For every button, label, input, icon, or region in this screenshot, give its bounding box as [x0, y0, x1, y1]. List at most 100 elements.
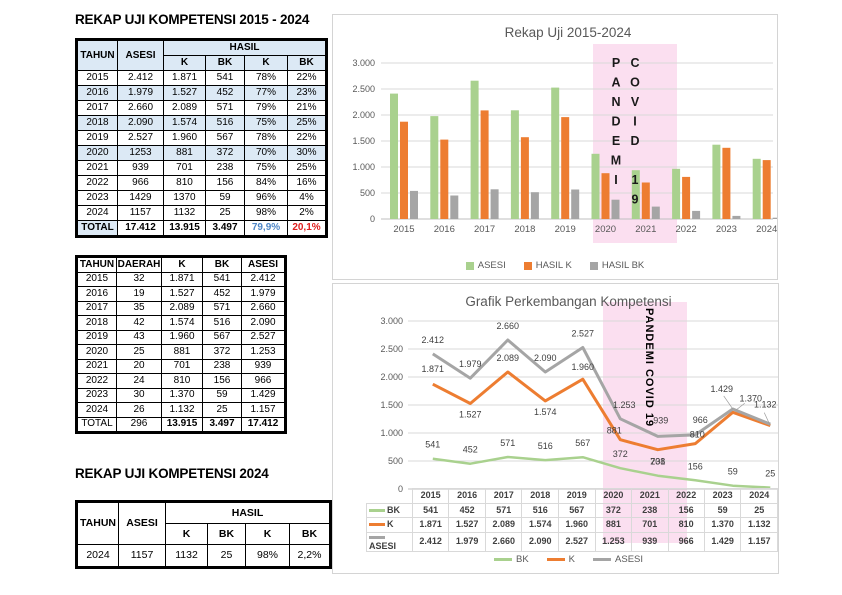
- series-row: BK 541 452 571 516 567 372 238 156 59 25: [366, 502, 778, 518]
- table-row: 2019 43 1.960 567 2.527: [76, 329, 286, 345]
- col-header-bk: BK: [205, 55, 245, 71]
- table-cell: 20,1%: [287, 220, 327, 237]
- bar: [520, 137, 529, 219]
- table-row: 2016 19 1.527 452 1.979: [76, 286, 286, 302]
- pandemic-letter: E: [612, 134, 620, 148]
- table-cell: 238: [202, 358, 242, 374]
- table-cell: 98%: [245, 544, 290, 568]
- col-header-k: K: [165, 523, 208, 545]
- series-label: ASESI: [366, 531, 413, 552]
- table-row: 2024 1157 1132 25 98% 2,2%: [76, 544, 331, 568]
- legend-swatch: [546, 558, 565, 561]
- table-cell: 32: [116, 271, 162, 287]
- table-cell: 75%: [244, 160, 288, 176]
- series-label: BK: [366, 502, 413, 518]
- data-label: 2.527: [572, 329, 595, 339]
- col-header-daerah: DAERAH: [116, 256, 162, 273]
- table-cell: 17.412: [241, 416, 286, 433]
- value-cell: 1.370: [703, 517, 742, 533]
- value-cell: 881: [594, 517, 633, 533]
- bar: [601, 173, 610, 219]
- data-label: 452: [463, 445, 478, 455]
- legend-item: ASESI: [593, 554, 643, 565]
- table-cell: 1157: [118, 544, 166, 568]
- value-cell: 59: [703, 502, 742, 518]
- table-cell: 1.527: [161, 286, 203, 302]
- line-chart-panel: 0 500 1.000 1.500 2.000 2.500 3.000 PANDEMI COV…: [332, 283, 779, 574]
- series-line: [432, 370, 771, 452]
- table-cell: 2018: [76, 115, 118, 131]
- table-cell: 78%: [244, 70, 288, 86]
- pandemic-letter: O: [630, 76, 640, 90]
- data-label: 1.979: [459, 359, 482, 369]
- series-swatch: [369, 508, 385, 512]
- table-cell: 25: [202, 402, 242, 418]
- year-cell: 2021: [631, 488, 669, 504]
- bar: [450, 195, 459, 219]
- col-header-k: K: [163, 55, 206, 71]
- table-cell: 35: [116, 300, 162, 316]
- table-cell: 810: [161, 373, 203, 389]
- total-row: TOTAL 296 13.915 3.497 17.412: [76, 416, 286, 433]
- bar: [631, 170, 640, 219]
- table-cell: 156: [202, 373, 242, 389]
- legend-item: BK: [493, 554, 529, 565]
- table-cell: 2016: [76, 85, 118, 101]
- table-cell: 567: [202, 329, 242, 345]
- table-cell: 23%: [287, 85, 327, 101]
- table-cell: 2017: [76, 300, 117, 316]
- table-cell: 79%: [244, 100, 288, 116]
- table-row: 2024 26 1.132 25 1.157: [76, 402, 286, 418]
- table-cell: 1.574: [161, 315, 203, 331]
- table-row: 2017 35 2.089 571 2.660: [76, 300, 286, 316]
- data-label: 2.089: [497, 353, 520, 363]
- table-cell: 25: [207, 544, 246, 568]
- table-row: 2018 42 1.574 516 2.090: [76, 315, 286, 331]
- year-cell: 2017: [484, 488, 523, 504]
- year-cell: 2020: [594, 488, 633, 504]
- pandemic-letter: I: [633, 115, 636, 129]
- bar: [430, 116, 439, 219]
- table-cell: 881: [163, 145, 206, 161]
- table-cell: 516: [205, 115, 245, 131]
- bar-chart-panel: 0 500 1.000 1.500 2.000 2.500 3.000 2015 2016 201…: [332, 14, 778, 280]
- bar: [611, 199, 620, 219]
- table-cell: 881: [161, 344, 203, 360]
- col-header-tahun: TAHUN: [76, 256, 117, 273]
- y-tick-label: 0: [370, 214, 375, 224]
- table-cell: 571: [205, 100, 245, 116]
- table-cell: 98%: [244, 205, 288, 221]
- table-cell: 1157: [117, 205, 164, 221]
- table-cell: 2022: [76, 373, 117, 389]
- table-cell: 516: [202, 315, 242, 331]
- table-cell: 79,9%: [244, 220, 288, 237]
- pandemic-letter: C: [630, 56, 639, 70]
- table-cell: 2021: [76, 160, 118, 176]
- col-header-hasil: HASIL: [163, 39, 327, 56]
- value-cell: 1.960: [558, 517, 596, 533]
- table-cell: 13.915: [161, 416, 203, 433]
- table-cell: 2020: [76, 344, 117, 360]
- rekap-2015-2024-table: TAHUN ASESI HASIL K BK K BK 2015 2.412 1.8…: [75, 38, 328, 238]
- table-cell: 25: [205, 205, 245, 221]
- value-cell: 1.132: [740, 517, 778, 533]
- legend-swatch: [465, 261, 474, 270]
- table3-body: 2024 1157 1132 25 98% 2,2%: [76, 544, 331, 568]
- table-cell: 238: [205, 160, 245, 176]
- y-tick-label: 1.500: [380, 400, 403, 410]
- value-cell: 25: [740, 502, 778, 518]
- data-label: 541: [425, 440, 440, 450]
- corner-cell: [367, 489, 413, 504]
- y-tick-label: 2.500: [352, 84, 375, 94]
- data-label: 156: [688, 461, 703, 471]
- col-header-asesi: ASESI: [118, 501, 166, 545]
- value-cell: 1.527: [448, 517, 486, 533]
- legend-swatch: [493, 558, 512, 561]
- table-cell: 701: [163, 160, 206, 176]
- table-cell: 2.660: [241, 300, 286, 316]
- bar: [732, 215, 741, 219]
- col-header-bk-pct: BK: [289, 523, 331, 545]
- series-row: K 1.871 1.527 2.089 1.574 1.960 881 701 810 1.370…: [366, 517, 778, 533]
- table-cell: 1.253: [241, 344, 286, 360]
- value-cell: 1.157: [740, 531, 778, 552]
